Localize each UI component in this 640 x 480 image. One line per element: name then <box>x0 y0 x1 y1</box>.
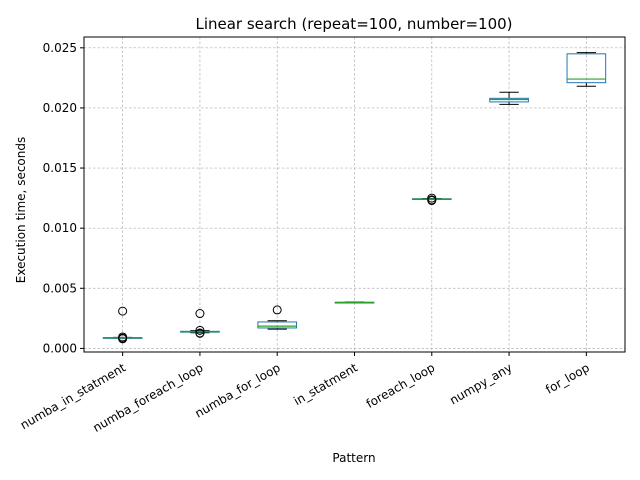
box-numba_for_loop <box>257 305 298 330</box>
box-iqr <box>566 53 607 84</box>
outlier-point <box>272 305 282 315</box>
y-tick-label: 0.025 <box>43 41 77 55</box>
y-tick-label: 0.000 <box>43 341 77 355</box>
outlier-point <box>118 334 128 344</box>
box-iqr <box>257 321 298 329</box>
outlier-point <box>118 306 128 316</box>
y-tick-label: 0.005 <box>43 281 77 295</box>
outlier-point <box>195 309 205 319</box>
box-numpy_any <box>489 91 529 105</box>
y-tick-label: 0.020 <box>43 101 77 115</box>
box-iqr <box>489 97 529 103</box>
y-tick-label: 0.010 <box>43 221 77 235</box>
outlier-point <box>195 325 205 335</box>
chart-title: Linear search (repeat=100, number=100) <box>195 15 512 33</box>
box-in_statment <box>334 301 375 304</box>
box-numba_in_statment <box>102 306 143 344</box>
outlier-point <box>195 328 205 338</box>
box-for_loop <box>566 52 607 87</box>
y-tick-label: 0.015 <box>43 161 77 175</box>
grid-lines <box>84 37 625 352</box>
x-axis-label: Pattern <box>332 451 375 465</box>
box-numba_foreach_loop <box>180 309 220 338</box>
box-series <box>102 52 607 344</box>
box-foreach_loop <box>411 193 452 206</box>
y-axis-label: Execution time, seconds <box>14 137 28 284</box>
outlier-point <box>427 196 437 206</box>
